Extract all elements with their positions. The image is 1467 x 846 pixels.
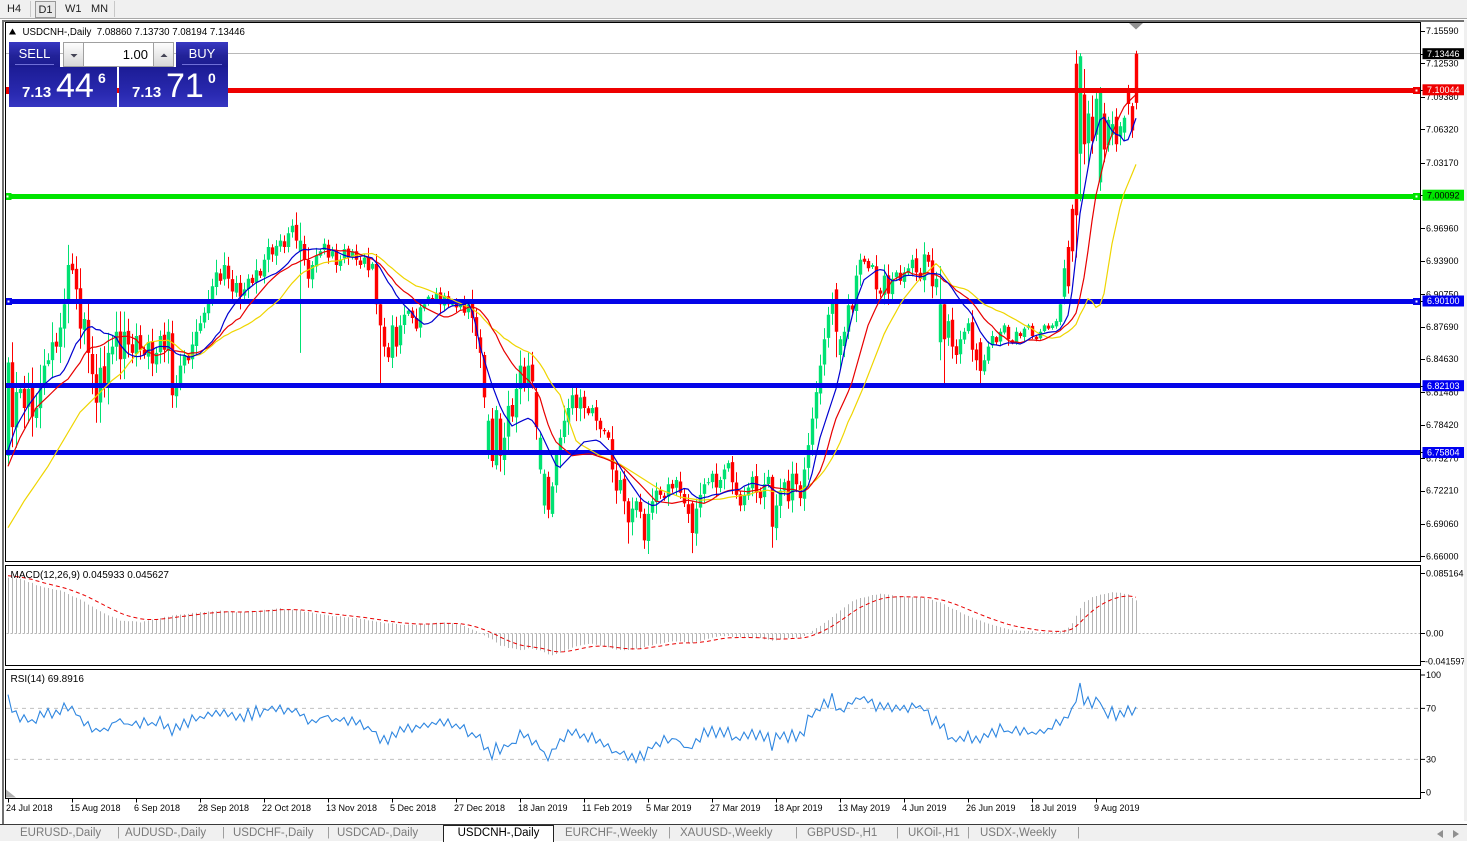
svg-text:6.87690: 6.87690	[1426, 322, 1459, 332]
svg-text:6.81480: 6.81480	[1426, 388, 1459, 398]
svg-text:6.90750: 6.90750	[1426, 289, 1459, 299]
svg-text:22 Oct 2018: 22 Oct 2018	[262, 803, 311, 813]
svg-text:7.00092: 7.00092	[1427, 190, 1460, 200]
svg-text:6 Sep 2018: 6 Sep 2018	[134, 803, 180, 813]
svg-text:7.09380: 7.09380	[1426, 92, 1459, 102]
svg-text:6.96960: 6.96960	[1426, 224, 1459, 234]
svg-text:11 Feb 2019: 11 Feb 2019	[582, 803, 632, 813]
svg-text:13 Nov 2018: 13 Nov 2018	[326, 803, 377, 813]
svg-text:26 Jun 2019: 26 Jun 2019	[966, 803, 1016, 813]
svg-text:7.15590: 7.15590	[1426, 26, 1459, 36]
svg-text:18 Apr 2019: 18 Apr 2019	[774, 803, 823, 813]
svg-text:7.13446: 7.13446	[1427, 49, 1460, 59]
svg-text:6.72210: 6.72210	[1426, 486, 1459, 496]
svg-text:6.82103: 6.82103	[1427, 381, 1460, 391]
svg-text:30: 30	[1426, 755, 1436, 765]
svg-text:6.75270: 6.75270	[1426, 453, 1459, 463]
svg-text:6.78420: 6.78420	[1426, 420, 1459, 430]
svg-text:13 May 2019: 13 May 2019	[838, 803, 890, 813]
svg-text:USDCNH-,Daily 7.08860 7.13730: USDCNH-,Daily 7.08860 7.13730 7.08194 7.…	[23, 27, 245, 38]
svg-text:0.00: 0.00	[1426, 629, 1444, 639]
svg-text:6.66000: 6.66000	[1426, 552, 1459, 562]
svg-text:27 Dec 2018: 27 Dec 2018	[454, 803, 505, 813]
svg-text:6.93900: 6.93900	[1426, 256, 1459, 266]
svg-text:5 Mar 2019: 5 Mar 2019	[646, 803, 692, 813]
svg-text:9 Aug 2019: 9 Aug 2019	[1094, 803, 1140, 813]
svg-text:4 Jun 2019: 4 Jun 2019	[902, 803, 947, 813]
svg-text:6.84630: 6.84630	[1426, 354, 1459, 364]
svg-text:18 Jan 2019: 18 Jan 2019	[518, 803, 568, 813]
svg-text:70: 70	[1426, 704, 1436, 714]
svg-text:0: 0	[1426, 788, 1431, 798]
svg-text:RSI(14) 69.8916: RSI(14) 69.8916	[11, 674, 85, 685]
svg-text:0.085164: 0.085164	[1426, 569, 1464, 579]
svg-text:5 Dec 2018: 5 Dec 2018	[390, 803, 436, 813]
svg-text:27 Mar 2019: 27 Mar 2019	[710, 803, 761, 813]
svg-text:7.10044: 7.10044	[1427, 85, 1460, 95]
svg-text:7.06320: 7.06320	[1426, 124, 1459, 134]
svg-text:6.90100: 6.90100	[1427, 296, 1460, 306]
svg-text:24 Jul 2018: 24 Jul 2018	[6, 803, 53, 813]
svg-text:6.75804: 6.75804	[1427, 448, 1460, 458]
svg-text:15 Aug 2018: 15 Aug 2018	[70, 803, 121, 813]
svg-text:7.03170: 7.03170	[1426, 158, 1459, 168]
svg-text:100: 100	[1426, 670, 1441, 680]
svg-text:-0.041597: -0.041597	[1425, 657, 1466, 667]
svg-text:18 Jul 2019: 18 Jul 2019	[1030, 803, 1077, 813]
svg-text:6.69060: 6.69060	[1426, 519, 1459, 529]
svg-text:MACD(12,26,9) 0.045933 0.04562: MACD(12,26,9) 0.045933 0.045627	[11, 570, 170, 581]
svg-text:7.12530: 7.12530	[1426, 59, 1459, 69]
svg-text:28 Sep 2018: 28 Sep 2018	[198, 803, 249, 813]
